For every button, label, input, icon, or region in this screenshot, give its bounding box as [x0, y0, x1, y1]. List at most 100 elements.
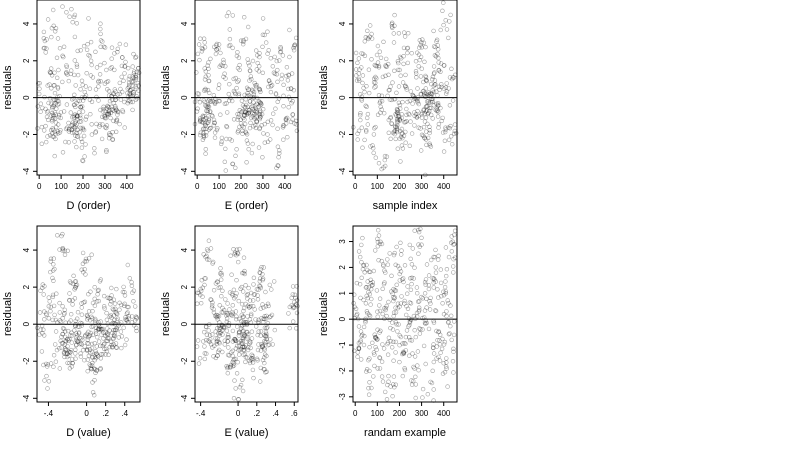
- data-point: [67, 291, 72, 296]
- data-point: [66, 120, 71, 126]
- data-point: [107, 108, 112, 113]
- x-tick-label: -.4: [196, 409, 206, 418]
- data-point: [41, 36, 46, 41]
- data-point: [131, 299, 136, 304]
- data-point: [225, 352, 231, 358]
- data-point: [364, 367, 370, 372]
- data-point: [418, 226, 423, 232]
- data-point: [100, 122, 105, 127]
- data-point: [427, 108, 432, 114]
- data-point: [426, 283, 431, 288]
- data-point: [391, 40, 397, 45]
- data-point: [63, 338, 68, 344]
- data-point: [50, 292, 56, 298]
- data-point: [73, 318, 78, 324]
- data-point: [253, 106, 259, 111]
- data-point: [117, 121, 122, 127]
- data-point: [75, 98, 81, 103]
- data-point: [118, 329, 124, 334]
- data-point: [396, 100, 402, 106]
- data-point: [415, 86, 420, 91]
- data-point: [392, 295, 398, 300]
- data-point: [420, 110, 425, 115]
- data-point: [429, 112, 434, 118]
- data-point: [224, 364, 229, 369]
- data-point: [223, 76, 228, 81]
- data-point: [96, 79, 101, 85]
- data-point: [362, 270, 367, 275]
- data-point: [197, 57, 202, 63]
- data-point: [433, 54, 439, 59]
- data-point: [451, 332, 457, 338]
- data-point: [243, 301, 248, 307]
- data-point: [112, 306, 118, 311]
- data-point: [368, 144, 373, 149]
- data-point: [440, 371, 446, 376]
- data-point: [294, 310, 300, 316]
- data-point: [233, 75, 238, 81]
- data-point: [200, 113, 206, 119]
- data-point: [385, 352, 391, 357]
- data-point: [201, 126, 207, 132]
- data-point: [421, 79, 426, 85]
- data-point: [95, 288, 101, 293]
- data-point: [115, 109, 121, 114]
- data-point: [115, 316, 121, 321]
- data-point: [96, 287, 101, 293]
- data-point: [449, 66, 454, 72]
- data-point: [398, 159, 403, 164]
- data-point: [224, 319, 230, 324]
- data-point: [423, 115, 429, 120]
- data-point: [215, 349, 221, 354]
- data-point: [205, 104, 211, 109]
- data-point: [206, 78, 212, 84]
- data-point: [365, 35, 371, 41]
- data-point: [371, 268, 376, 274]
- data-point: [112, 87, 118, 92]
- data-point: [55, 233, 60, 238]
- data-point: [399, 294, 404, 299]
- data-point: [429, 96, 434, 102]
- data-point: [231, 396, 237, 401]
- data-point: [85, 357, 91, 362]
- data-point: [286, 86, 291, 92]
- data-point: [294, 297, 300, 303]
- data-point: [408, 276, 413, 281]
- data-point: [412, 228, 417, 233]
- data-point: [388, 339, 393, 344]
- data-point: [129, 314, 135, 319]
- x-axis-label: E (value): [224, 427, 268, 439]
- data-point: [200, 126, 206, 132]
- data-point: [212, 130, 218, 135]
- data-point: [424, 78, 429, 83]
- data-point: [60, 304, 65, 309]
- data-point: [109, 285, 114, 291]
- data-point: [377, 100, 382, 106]
- data-point: [428, 144, 434, 149]
- data-point: [243, 110, 248, 115]
- data-point: [393, 339, 399, 345]
- data-point: [251, 275, 257, 280]
- data-point: [434, 356, 439, 361]
- data-point: [435, 114, 441, 119]
- data-point: [53, 124, 59, 130]
- data-point: [62, 311, 67, 316]
- data-point: [196, 42, 202, 47]
- data-point: [226, 323, 231, 328]
- data-point: [395, 110, 400, 115]
- data-point: [110, 330, 115, 336]
- data-point: [246, 110, 251, 116]
- data-point: [203, 123, 208, 128]
- data-point: [436, 329, 441, 335]
- data-point: [292, 42, 297, 47]
- data-point: [47, 95, 53, 101]
- data-point: [125, 100, 130, 106]
- data-point: [372, 363, 377, 369]
- data-point: [38, 101, 43, 106]
- data-point: [258, 103, 263, 108]
- data-point: [102, 60, 107, 66]
- data-point: [441, 86, 447, 91]
- data-point: [246, 332, 251, 337]
- data-point: [291, 45, 296, 51]
- data-point: [117, 307, 122, 312]
